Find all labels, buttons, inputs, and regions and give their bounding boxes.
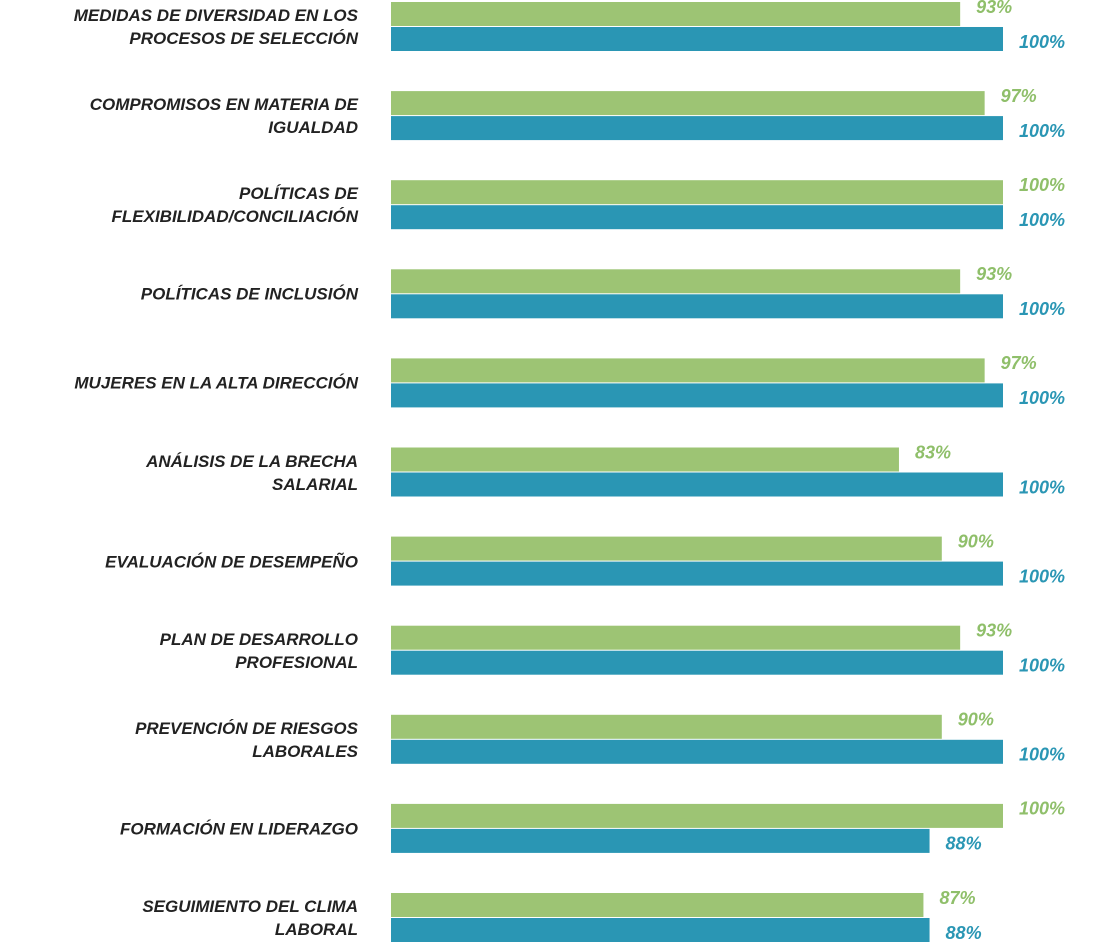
category-label: COMPROMISOS EN MATERIA DE IGUALDAD [89, 95, 358, 138]
value-label: 97% [1001, 86, 1037, 106]
bar [391, 294, 1003, 319]
bar [391, 536, 942, 561]
value-label: 100% [1019, 32, 1065, 52]
category-label: MEDIDAS DE DIVERSIDAD EN LOS PROCESOS DE… [73, 6, 358, 48]
value-label: 83% [915, 442, 951, 462]
value-label: 93% [976, 620, 1012, 640]
category-label: EVALUACIÓN DE DESEMPEÑO [105, 552, 358, 572]
value-label: 97% [1001, 353, 1037, 373]
bar [391, 116, 1003, 141]
bar [391, 803, 1003, 828]
value-label: 100% [1019, 121, 1065, 141]
value-label: 100% [1019, 799, 1065, 819]
value-label: 93% [976, 264, 1012, 284]
bar [391, 714, 942, 739]
category-label: POLÍTICAS DE FLEXIBILIDAD/CONCILIACIÓN [111, 184, 359, 227]
category-label: POLÍTICAS DE INCLUSIÓN [140, 284, 358, 304]
category-label: SEGUIMIENTO DEL CLIMA LABORAL [142, 897, 358, 939]
category-label: FORMACIÓN EN LIDERAZGO [120, 819, 358, 839]
bar [391, 383, 1003, 408]
bar [391, 893, 924, 917]
bar [391, 561, 1003, 586]
value-label: 90% [958, 531, 994, 551]
bar [391, 739, 1003, 764]
value-label: 100% [1019, 566, 1065, 586]
category-label: PLAN DE DESARROLLO PROFESIONAL [159, 629, 358, 672]
value-label: 87% [939, 888, 975, 908]
value-label: 100% [1019, 299, 1065, 319]
value-label: 88% [946, 923, 982, 942]
value-label: 100% [1019, 655, 1065, 675]
bar [391, 472, 1003, 497]
category-label: PREVENCIÓN DE RIESGOS LABORALES [135, 718, 358, 761]
value-label: 93% [976, 0, 1012, 17]
value-label: 100% [1019, 477, 1065, 497]
bar [391, 918, 930, 942]
bar [391, 180, 1003, 205]
value-label: 100% [1019, 745, 1065, 765]
bar [391, 269, 961, 294]
bar [391, 27, 1003, 51]
value-label: 100% [1019, 175, 1065, 195]
category-label: MUJERES EN LA ALTA DIRECCIÓN [74, 373, 358, 393]
bar [391, 91, 985, 116]
bar [391, 447, 899, 472]
category-label: ANÁLISIS DE LA BRECHA SALARIAL [146, 451, 358, 494]
value-label: 90% [958, 710, 994, 730]
bar [391, 625, 961, 650]
bar [391, 828, 930, 853]
bar [391, 2, 961, 26]
value-label: 100% [1019, 210, 1065, 230]
bar [391, 650, 1003, 675]
value-label: 88% [946, 834, 982, 854]
value-label: 100% [1019, 388, 1065, 408]
bar [391, 205, 1003, 230]
bar [391, 358, 985, 383]
